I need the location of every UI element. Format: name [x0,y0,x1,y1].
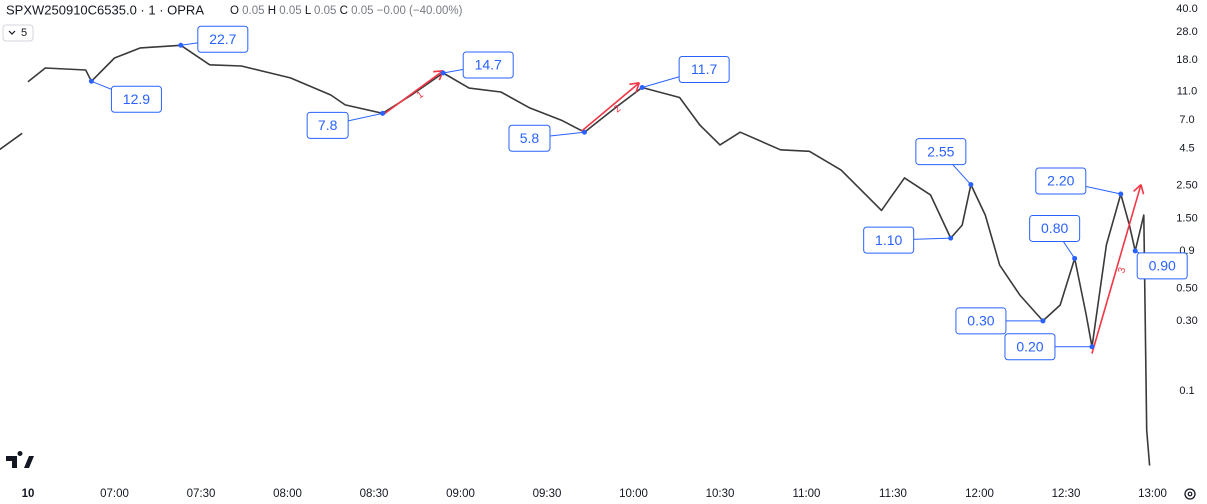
x-tick-label: 13:00 [1138,488,1167,500]
callout-point [1072,255,1078,261]
ohlc-value: 0.05 [279,5,301,17]
callout-point [581,129,587,135]
arrow-label: 3 [1116,266,1128,275]
arrow-head [629,81,641,93]
arrow-label: 1 [415,89,426,101]
callout-label: 22.7 [209,31,236,47]
callout-point [88,78,94,84]
ohlc-value: 0.05 [314,5,336,17]
callout-label: 12.9 [123,91,150,107]
callout-box [197,25,249,53]
x-tick-label: 12:00 [965,488,994,500]
callout-point [1040,318,1046,324]
chevron-icon [8,30,16,35]
ohlc-key: H [268,5,276,17]
x-tick-label: 08:30 [360,488,389,500]
callout-label: 0.90 [1149,258,1176,274]
callout-point [1118,191,1124,197]
x-tick-label: 09:00 [446,488,475,500]
callout-box [915,138,967,166]
callout-label: 0.30 [967,313,994,329]
x-tick-label: 11:30 [879,488,907,500]
interval[interactable]: 5 [21,27,27,39]
callout-label: 0.20 [1016,338,1043,354]
x-tick-label: 07:00 [100,488,129,500]
tv-logo [6,451,34,468]
callout-box [306,111,349,139]
callout-point [1089,344,1095,350]
ohlc-key: O [230,5,239,17]
symbol: SPXW250910C6535.0 · 1 · OPRA [6,2,204,17]
y-tick-label: 0.1 [1179,385,1194,397]
callout-point [178,42,184,48]
y-tick-label: 18.0 [1176,54,1197,66]
callout-box [1136,252,1188,280]
settings-icon[interactable] [1184,488,1196,500]
y-tick-label: 2.50 [1176,180,1197,192]
callout-box [1035,167,1087,195]
arrow [1091,184,1142,354]
interval-button[interactable] [2,24,34,42]
arrow [581,82,640,132]
x-tick-label: 10:30 [706,488,735,500]
callout-point [440,70,446,76]
ohlc-key: L [305,5,312,17]
callout-box [1004,333,1056,361]
callout-box [955,307,1007,335]
arrow-label: 2 [612,103,624,115]
callout-point [968,182,974,188]
callout-label: 1.10 [875,232,902,248]
callout-box [1029,214,1081,242]
callout-label: 5.8 [520,130,540,146]
callout-box [678,56,730,84]
ohlc-key: C [340,5,348,17]
callout-box [863,226,915,254]
y-tick-label: 1.50 [1176,212,1197,224]
callout-point [1132,248,1138,254]
y-tick-label: 11.0 [1177,85,1198,97]
y-tick-label: 4.5 [1179,142,1194,154]
callout-label: 11.7 [691,61,717,77]
arrow-head [1133,183,1145,195]
ohlc: O 0.05 H 0.05 L 0.05 C 0.05 −0.00 (−40.0… [230,5,463,17]
callout-box [508,124,551,152]
callout-label: 2.20 [1047,173,1074,189]
callout-label: 0.80 [1041,220,1068,236]
callout-label: 14.7 [475,57,502,73]
y-tick-label: 0.30 [1176,315,1197,327]
price-line [0,44,1151,466]
change: −0.00 (−40.00%) [377,5,463,17]
x-tick-label: 09:30 [533,488,562,500]
callout-point [639,85,645,91]
x-tick-label: 10:00 [619,488,648,500]
x-tick-label: 11:00 [793,488,821,500]
callout-point [380,110,386,116]
ohlc-value: 0.05 [351,5,373,17]
x-tick-label: 12:30 [1052,488,1081,500]
x-tick-label: 07:30 [187,488,216,500]
ohlc-value: 0.05 [242,5,264,17]
callout-point [948,235,954,241]
y-tick-label: 0.50 [1176,282,1197,294]
x-tick-label: 08:00 [273,488,302,500]
callout-label: 7.8 [318,117,338,133]
header: SPXW250910C6535.0 · 1 · OPRA O 0.05 H 0.… [6,2,463,17]
callout-box [110,85,162,113]
x-tick-label: 10 [22,488,35,500]
callout-label: 2.55 [927,143,954,159]
y-tick-label: 7.0 [1179,114,1194,126]
arrow [382,70,444,116]
y-tick-label: 40.0 [1176,3,1197,15]
y-tick-label: 28.0 [1176,26,1197,38]
callout-box [462,51,514,79]
